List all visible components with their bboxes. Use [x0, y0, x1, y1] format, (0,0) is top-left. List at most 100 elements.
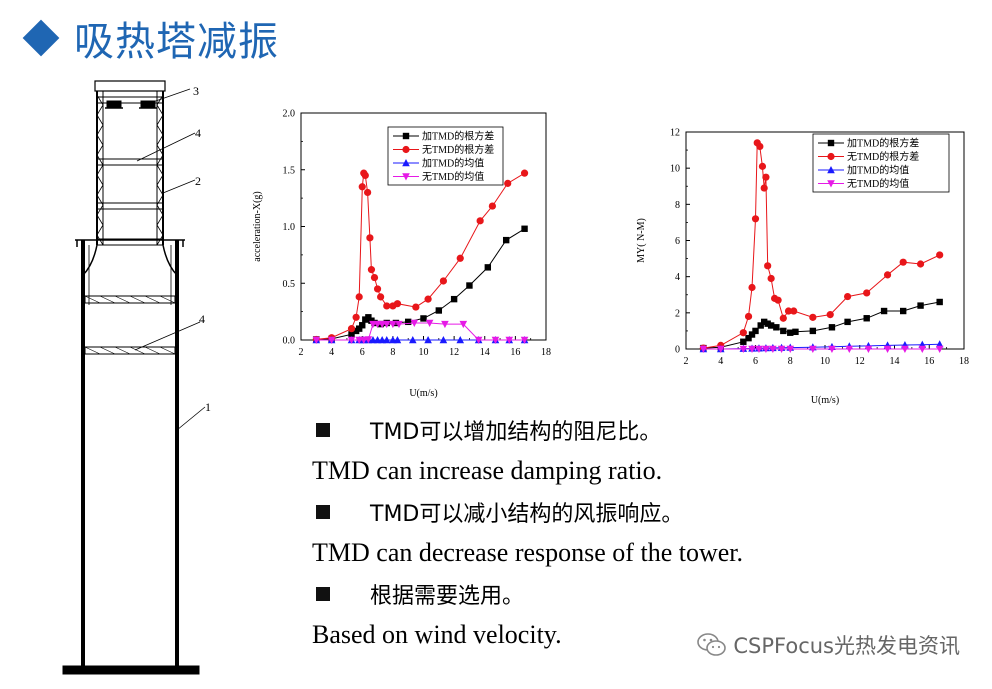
data-point — [424, 295, 432, 303]
data-point — [883, 271, 892, 279]
chart-moment: 2 4 6 8 10 12 14 16 18 0 2 4 6 8 10 12 U(m/s) MY( N-M) 加TM… — [628, 120, 972, 410]
data-point — [410, 319, 419, 327]
series-line — [316, 171, 525, 340]
data-point — [476, 217, 484, 225]
data-point — [502, 236, 510, 244]
data-point — [373, 285, 382, 293]
data-point — [809, 313, 817, 321]
data-point — [459, 320, 468, 329]
series-4 — [312, 319, 529, 344]
data-point — [863, 289, 871, 297]
data-point — [774, 296, 782, 304]
y-tick-label: 0.0 — [283, 336, 296, 347]
data-point — [484, 264, 492, 271]
bullet-1-zh: TMD可以增加结构的阻尼比。 — [312, 410, 932, 450]
data-point — [760, 184, 768, 192]
data-point — [917, 302, 924, 309]
legend-swatch-marker — [402, 145, 410, 154]
legend-swatch-marker — [827, 180, 835, 188]
series-2 — [699, 139, 944, 352]
data-point — [491, 336, 500, 344]
legend-box — [812, 133, 950, 193]
legend-entry: 加TMD的均值 — [847, 164, 909, 177]
data-point — [764, 262, 772, 270]
x-tick-label: 10 — [419, 347, 429, 358]
bullet-3-en: Based on wind velocity. — [312, 620, 562, 649]
data-point — [355, 325, 363, 332]
y-tick-label: 2 — [675, 308, 680, 319]
acceleration-chart-svg: 2 4 6 8 10 12 14 16 18 0.0 0.5 1.0 1.5 2.0 U(m/s) accel… — [252, 109, 551, 400]
legend-entry: 加TMD的均值 — [422, 157, 484, 170]
data-point — [348, 331, 355, 338]
data-point — [377, 293, 385, 301]
tower-label-4-lower: 4 — [199, 312, 205, 326]
data-point — [845, 345, 854, 353]
data-point — [764, 320, 771, 327]
y-axis-label: acceleration-X(g) — [252, 191, 263, 262]
data-point — [880, 307, 888, 315]
x-tick-label: 16 — [924, 356, 934, 367]
data-point — [760, 318, 768, 326]
y-tick-label: 8 — [675, 200, 680, 211]
bullet-3-zh-text: 根据需要选用。 — [370, 584, 525, 609]
data-point — [382, 336, 391, 344]
data-point — [358, 183, 366, 191]
data-point — [520, 169, 529, 177]
data-point — [744, 312, 753, 321]
data-point — [901, 345, 909, 353]
data-point — [366, 234, 374, 242]
legend-entry: 加TMD的根方差 — [847, 137, 919, 150]
legend-entry: 无TMD的均值 — [847, 177, 909, 190]
x-tick-label: 6 — [360, 347, 365, 358]
data-point — [716, 345, 725, 353]
square-bullet-icon — [316, 505, 330, 519]
data-point — [488, 202, 497, 210]
data-point — [699, 345, 708, 353]
data-point — [389, 320, 397, 329]
bullet-2-zh-text: TMD可以减小结构的风振响应。 — [370, 502, 684, 527]
bullet-3-zh: 根据需要选用。 — [312, 574, 932, 614]
data-point — [936, 251, 944, 259]
data-point — [739, 329, 747, 337]
x-tick-label: 16 — [510, 347, 520, 358]
legend-swatch-marker — [402, 173, 410, 181]
y-tick-label: 1.0 — [283, 222, 296, 233]
legend-entry: 无TMD的均值 — [422, 170, 484, 183]
data-point — [748, 345, 756, 353]
data-point — [393, 300, 402, 308]
x-tick-label: 2 — [299, 347, 304, 358]
data-point — [740, 338, 747, 345]
data-point — [758, 162, 767, 170]
data-point — [899, 258, 907, 266]
x-tick-label: 4 — [329, 347, 334, 358]
data-point — [365, 314, 372, 321]
data-point — [899, 307, 907, 315]
data-point — [361, 171, 369, 180]
x-axis-label: U(m/s) — [811, 395, 839, 406]
data-point — [420, 315, 427, 322]
series-1 — [313, 225, 528, 343]
legend-entry: 加TMD的根方差 — [422, 130, 494, 143]
data-point — [844, 318, 851, 326]
series-2 — [312, 169, 529, 344]
data-point — [425, 319, 434, 327]
data-point — [786, 345, 795, 353]
data-point — [383, 302, 391, 310]
data-point — [916, 260, 925, 268]
tower-label-2: 2 — [195, 174, 201, 188]
data-point — [412, 303, 420, 311]
data-point — [787, 329, 794, 336]
x-tick-label: 8 — [788, 356, 793, 367]
x-tick-label: 18 — [541, 347, 551, 358]
data-point — [504, 179, 512, 187]
data-point — [748, 331, 756, 338]
data-point — [367, 266, 376, 274]
data-point — [359, 322, 366, 329]
data-point — [777, 345, 786, 353]
bullet-1-zh-text: TMD可以增加结构的阻尼比。 — [370, 420, 662, 445]
bullet-2-en: TMD can decrease response of the tower. — [312, 538, 743, 567]
x-tick-label: 10 — [820, 356, 830, 367]
legend-entry: 无TMD的根方差 — [422, 143, 494, 156]
